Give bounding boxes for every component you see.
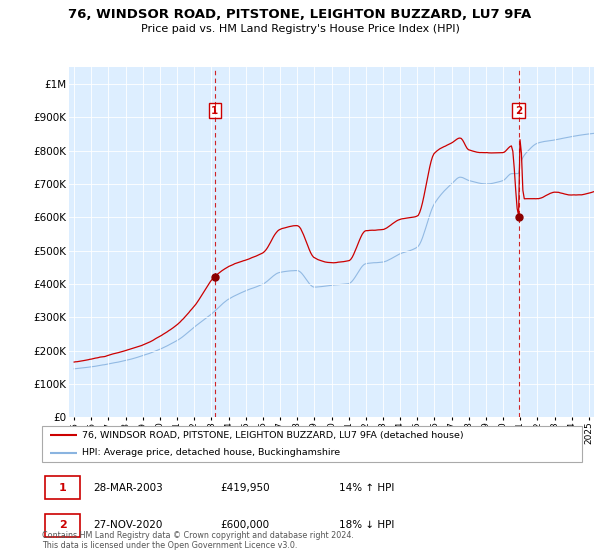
Text: 1: 1 xyxy=(59,483,67,493)
Text: HPI: Average price, detached house, Buckinghamshire: HPI: Average price, detached house, Buck… xyxy=(83,448,341,457)
Text: 76, WINDSOR ROAD, PITSTONE, LEIGHTON BUZZARD, LU7 9FA: 76, WINDSOR ROAD, PITSTONE, LEIGHTON BUZ… xyxy=(68,8,532,21)
Text: Contains HM Land Registry data © Crown copyright and database right 2024.
This d: Contains HM Land Registry data © Crown c… xyxy=(42,530,354,550)
Text: 27-NOV-2020: 27-NOV-2020 xyxy=(94,520,163,530)
Bar xyxy=(45,476,80,500)
Text: 18% ↓ HPI: 18% ↓ HPI xyxy=(339,520,394,530)
Text: £600,000: £600,000 xyxy=(220,520,269,530)
Text: 2: 2 xyxy=(515,105,522,115)
Text: 28-MAR-2003: 28-MAR-2003 xyxy=(94,483,163,493)
Text: £419,950: £419,950 xyxy=(220,483,270,493)
Text: 14% ↑ HPI: 14% ↑ HPI xyxy=(339,483,394,493)
Text: 2: 2 xyxy=(59,520,67,530)
Text: 1: 1 xyxy=(211,105,218,115)
Bar xyxy=(45,514,80,537)
Text: 76, WINDSOR ROAD, PITSTONE, LEIGHTON BUZZARD, LU7 9FA (detached house): 76, WINDSOR ROAD, PITSTONE, LEIGHTON BUZ… xyxy=(83,431,464,440)
Text: Price paid vs. HM Land Registry's House Price Index (HPI): Price paid vs. HM Land Registry's House … xyxy=(140,24,460,34)
